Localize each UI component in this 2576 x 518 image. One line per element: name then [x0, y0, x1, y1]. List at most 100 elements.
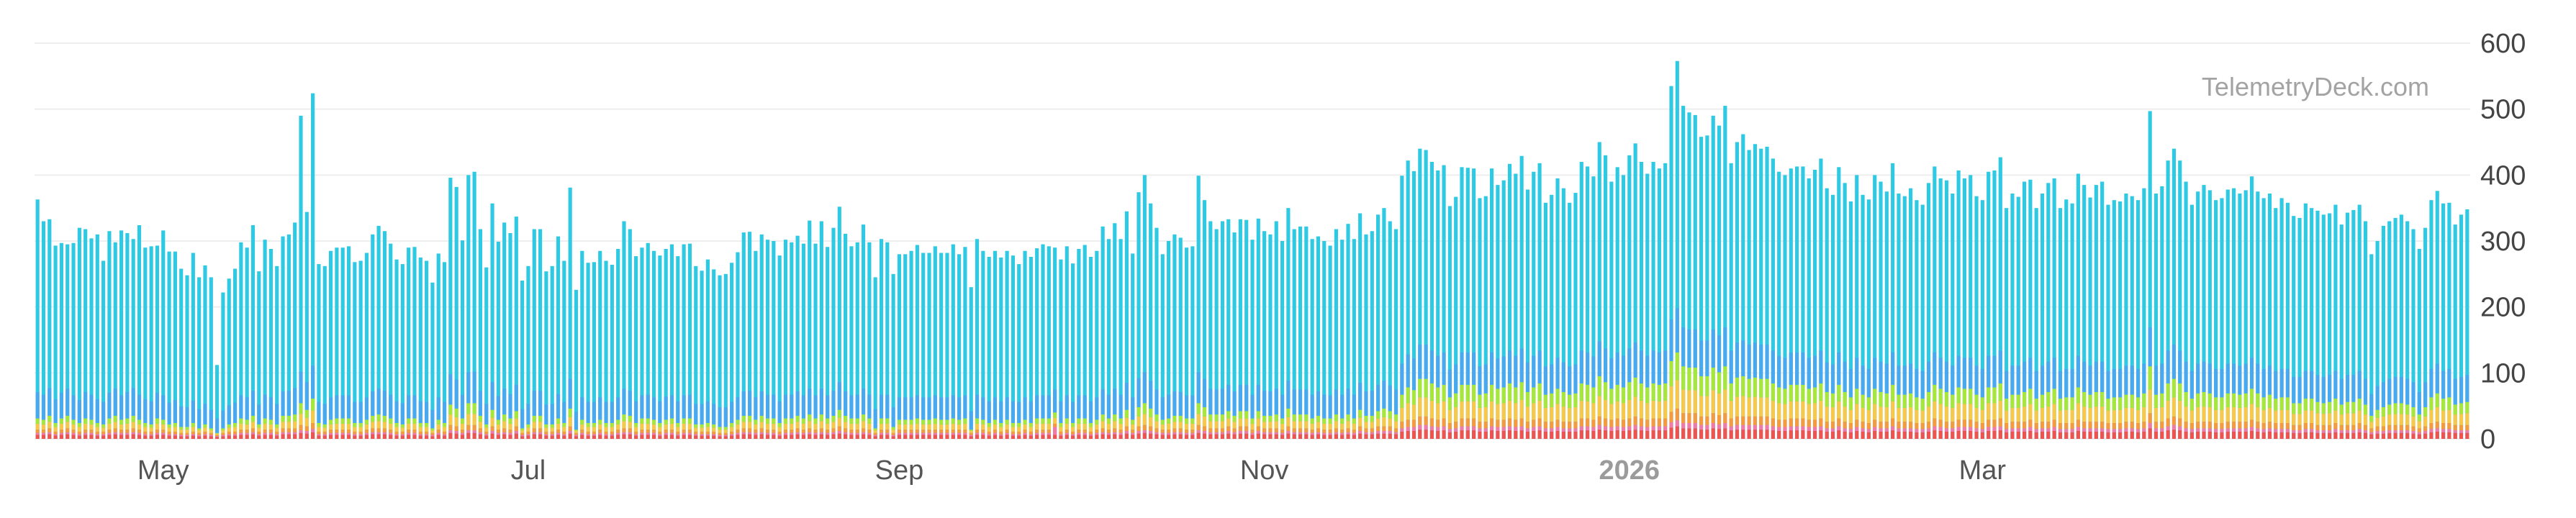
bar-segment-yellow — [795, 422, 800, 429]
bar-segment-red — [772, 435, 776, 439]
bar-segment-green — [748, 415, 752, 422]
bar-segment-blue — [442, 401, 447, 423]
bar-segment-orange — [718, 432, 722, 435]
bar-segment-pink — [640, 432, 644, 435]
bar-segment-orange — [598, 430, 602, 433]
bar-main — [131, 239, 135, 439]
bar-segment-yellow — [436, 424, 440, 430]
bar-segment-red — [1741, 430, 1745, 439]
bar-segment-blue — [1352, 394, 1356, 419]
bar-segment-blue — [1687, 329, 1691, 368]
bar-segment-orange — [239, 430, 243, 433]
bar-segment-blue — [1472, 352, 1476, 385]
bar-segment-yellow — [1280, 423, 1285, 430]
bar-segment-green — [131, 415, 135, 422]
bar-main — [819, 221, 823, 439]
bar-main — [83, 229, 88, 439]
bar-segment-green — [2118, 397, 2123, 410]
bar-segment-blue — [622, 388, 626, 415]
bar-segment-blue — [2010, 365, 2015, 395]
bar-segment-yellow — [951, 423, 955, 430]
bar-segment-pink — [1681, 423, 1686, 429]
bar-segment-orange — [2249, 419, 2254, 427]
bar-segment-blue — [813, 395, 818, 419]
bar-main — [1807, 178, 1811, 439]
bar-segment-yellow — [2118, 409, 2123, 423]
bar-segment-yellow — [933, 423, 937, 430]
bar-segment-yellow — [2411, 416, 2415, 427]
bar-segment-orange — [969, 432, 973, 435]
bar-main — [826, 247, 830, 439]
bar-segment-red — [694, 435, 698, 439]
bar-main — [1501, 180, 1506, 439]
bar-main — [646, 242, 650, 439]
bar-segment-green — [999, 423, 1003, 427]
bar-segment-green — [1795, 384, 1799, 401]
bar-segment-red — [2160, 431, 2164, 439]
bar-segment-green — [831, 415, 836, 422]
bar-segment-pink — [526, 434, 530, 436]
bar-segment-orange — [1568, 422, 1572, 429]
bar-segment-orange — [1933, 418, 1937, 427]
bar-segment-red — [1663, 430, 1668, 439]
bar-segment-red — [1501, 431, 1506, 439]
bar-segment-pink — [460, 432, 465, 435]
bar-segment-green — [1819, 383, 1823, 401]
bar-segment-pink — [634, 434, 638, 436]
bar-main — [317, 264, 321, 439]
bar-segment-red — [1699, 430, 1704, 439]
bar-segment-red — [1873, 431, 1877, 439]
bar-segment-red — [2393, 432, 2398, 439]
bar-segment-yellow — [2261, 409, 2266, 423]
bar-segment-green — [1753, 377, 1757, 397]
bar-segment-red — [2207, 431, 2212, 439]
bar-segment-yellow — [2130, 407, 2134, 422]
bar-segment-blue — [1411, 358, 1416, 391]
bar-segment-green — [1944, 391, 1949, 407]
bar-segment-blue — [311, 365, 315, 399]
bar-main — [2225, 189, 2230, 439]
bar-segment-green — [41, 419, 46, 424]
bar-segment-pink — [346, 432, 351, 435]
bar-segment-pink — [1298, 432, 1303, 435]
bar-segment-red — [819, 434, 823, 439]
bar-segment-green — [407, 418, 411, 424]
bar-segment-yellow — [2178, 400, 2182, 419]
bar-segment-orange — [1472, 418, 1476, 427]
bar-segment-red — [173, 435, 177, 439]
bar-segment-orange — [795, 428, 800, 432]
bar-segment-red — [275, 435, 279, 439]
bar-segment-orange — [819, 428, 823, 432]
bar-segment-yellow — [837, 417, 841, 427]
bar-segment-pink — [1633, 424, 1637, 430]
bar-segment-orange — [286, 428, 291, 432]
bar-segment-red — [669, 435, 674, 439]
bar-segment-pink — [2112, 429, 2116, 432]
bar-segment-yellow — [2363, 414, 2368, 425]
bar-main — [232, 268, 238, 439]
bar-segment-yellow — [1334, 421, 1338, 429]
bar-segment-pink — [2052, 427, 2056, 431]
bar-main — [514, 217, 518, 439]
bar-segment-green — [2046, 391, 2051, 407]
bar-main — [346, 246, 351, 439]
bar-segment-yellow — [945, 424, 949, 430]
bar-segment-pink — [2357, 429, 2362, 432]
bar-segment-red — [604, 435, 608, 439]
bar-main — [2202, 185, 2206, 439]
bar-segment-yellow — [185, 430, 189, 433]
bar-segment-pink — [2232, 428, 2236, 432]
bar-main — [1711, 115, 1715, 440]
bar-segment-red — [1256, 433, 1260, 439]
bar-segment-red — [2285, 432, 2290, 439]
bar-segment-green — [682, 418, 686, 424]
bar-segment-yellow — [1011, 427, 1015, 432]
bar-segment-orange — [1190, 430, 1195, 433]
bar-segment-green — [1681, 366, 1686, 390]
bar-segment-green — [730, 423, 734, 427]
bar-segment-yellow — [1454, 407, 1458, 422]
bar-segment-orange — [700, 431, 704, 435]
bar-segment-yellow — [430, 430, 435, 433]
bar-segment-blue — [2351, 375, 2356, 402]
bar-segment-pink — [604, 434, 608, 436]
